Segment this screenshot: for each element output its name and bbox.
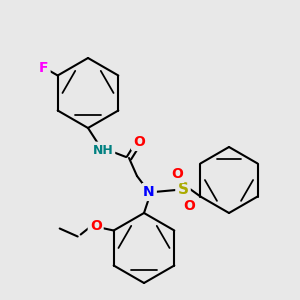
- Text: S: S: [178, 182, 188, 197]
- Text: F: F: [39, 61, 49, 74]
- Text: N: N: [143, 185, 155, 199]
- Text: O: O: [183, 199, 195, 213]
- Text: O: O: [90, 220, 102, 233]
- Text: O: O: [171, 167, 183, 181]
- Text: NH: NH: [93, 143, 113, 157]
- Text: O: O: [133, 135, 145, 149]
